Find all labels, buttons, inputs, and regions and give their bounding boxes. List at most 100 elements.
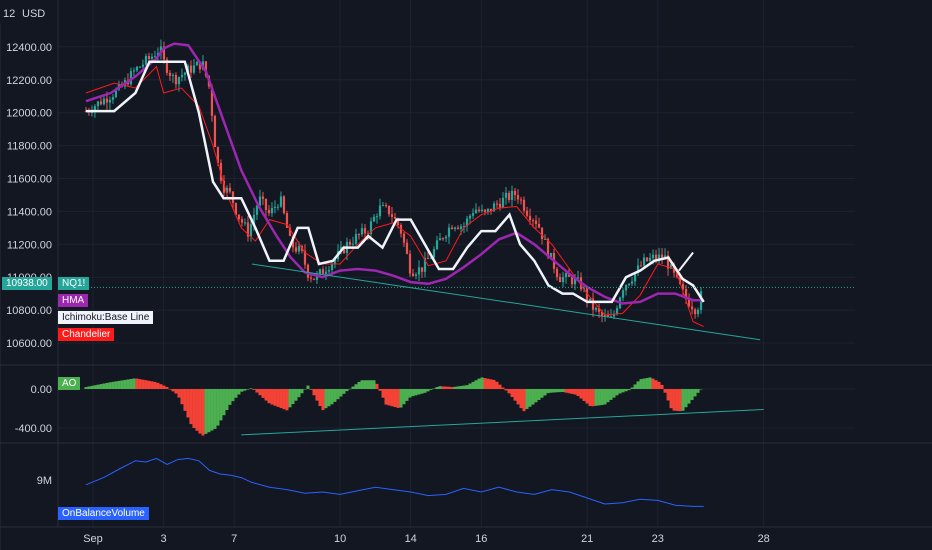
candle-body — [615, 308, 619, 314]
candle-body — [177, 77, 181, 85]
ao-bar — [282, 389, 286, 410]
ao-bar — [510, 389, 514, 397]
ao-bar — [654, 380, 658, 389]
candle-body — [438, 238, 442, 241]
ao-bar — [138, 379, 142, 389]
currency-label-box[interactable] — [18, 6, 44, 22]
ao-bar — [618, 389, 622, 394]
legend-chandelier[interactable]: Chandelier — [58, 328, 115, 341]
ao-bar — [567, 389, 571, 394]
ao-bar — [369, 380, 373, 389]
candle-body — [360, 228, 364, 235]
currency-label[interactable]: USD — [22, 8, 45, 20]
legend-obv[interactable]: OnBalanceVolume — [58, 507, 149, 520]
candle-body — [570, 276, 574, 285]
ao-bar — [165, 386, 169, 389]
ao-bar — [198, 389, 202, 434]
ao-bar — [699, 389, 703, 390]
ao-bar — [417, 389, 421, 395]
candle-body — [279, 196, 283, 207]
candle-body — [234, 202, 238, 215]
y-tick-label: 11400.00 — [7, 206, 52, 218]
candle-body — [669, 264, 673, 269]
ao-bar — [465, 385, 469, 389]
ao-bar — [405, 389, 409, 401]
candle-body — [195, 62, 199, 66]
ao-bar — [414, 389, 418, 396]
candle-body — [642, 257, 646, 266]
candle-body — [435, 240, 439, 250]
ao-bar — [240, 389, 244, 392]
candle-body — [678, 276, 682, 284]
ao-bar — [87, 386, 91, 389]
candle-body — [540, 227, 544, 239]
ao-trendline — [241, 408, 764, 436]
ao-bar — [288, 389, 292, 408]
top-partial-price-label: 12 — [3, 8, 15, 20]
legend-baseline[interactable]: Ichimoku:Base Line — [58, 311, 154, 324]
candle-body — [498, 203, 502, 208]
candle-body — [183, 72, 187, 75]
candle-body — [372, 216, 376, 222]
candle-body — [210, 86, 214, 116]
x-axis[interactable]: Sep 3 7 10 14 16 21 23 28 — [83, 533, 770, 545]
ao-bar — [504, 389, 508, 391]
ao-bar — [555, 389, 559, 393]
y-axis[interactable]: 12400.00 12200.00 12000.00 11800.00 11600.00… — [6, 42, 52, 487]
ao-bar — [639, 379, 643, 389]
ao-bar — [147, 380, 151, 389]
ao-bar — [93, 385, 97, 389]
candle-body — [189, 65, 193, 73]
ao-bar — [330, 389, 334, 405]
x-tick-label: Sep — [83, 533, 103, 545]
ao-bar — [195, 389, 199, 431]
candle-body — [258, 196, 262, 206]
ao-bar — [294, 389, 298, 401]
ao-bar — [189, 389, 193, 425]
candle-body — [378, 205, 382, 217]
candle-body — [606, 314, 610, 317]
candle-body — [510, 190, 514, 200]
ao-bar — [180, 389, 184, 405]
ao-bar — [423, 389, 427, 393]
ao-bar — [120, 380, 124, 389]
ao-bar — [111, 381, 115, 389]
candle-body — [174, 74, 178, 85]
candle-body — [213, 115, 217, 148]
candle-body — [351, 243, 355, 245]
ao-bar — [564, 389, 568, 393]
legend-symbol[interactable]: NQ1! — [58, 277, 90, 290]
candle-body — [543, 238, 547, 240]
candle-body — [153, 56, 157, 58]
ao-bar — [642, 378, 646, 389]
candle-body — [639, 265, 643, 267]
candle-body — [180, 74, 184, 78]
candle-body — [138, 66, 142, 68]
ao-bar — [585, 389, 589, 404]
candle-body — [480, 209, 484, 212]
candle-body — [609, 316, 613, 318]
ao-bar — [279, 389, 283, 409]
ao-bar — [453, 386, 457, 389]
ao-bar — [594, 389, 598, 406]
ao-bar — [570, 389, 574, 394]
price-candles — [84, 39, 703, 323]
legend-ao[interactable]: AO — [58, 377, 81, 390]
ao-bar — [687, 389, 691, 404]
candle-body — [90, 111, 94, 113]
ao-bar — [336, 389, 340, 400]
candle-body — [132, 70, 136, 72]
ao-bar — [339, 389, 343, 397]
ao-bar — [213, 389, 217, 429]
ao-bar — [459, 385, 463, 389]
ao-bar — [543, 389, 547, 396]
legend-hma[interactable]: HMA — [58, 294, 89, 307]
candle-body — [267, 209, 271, 214]
ao-bar — [663, 389, 667, 393]
ao-bar — [528, 389, 532, 407]
candle-body — [468, 215, 472, 219]
y-tick-label: 0.00 — [31, 384, 52, 396]
ao-bar — [237, 389, 241, 395]
candle-body — [555, 268, 559, 278]
